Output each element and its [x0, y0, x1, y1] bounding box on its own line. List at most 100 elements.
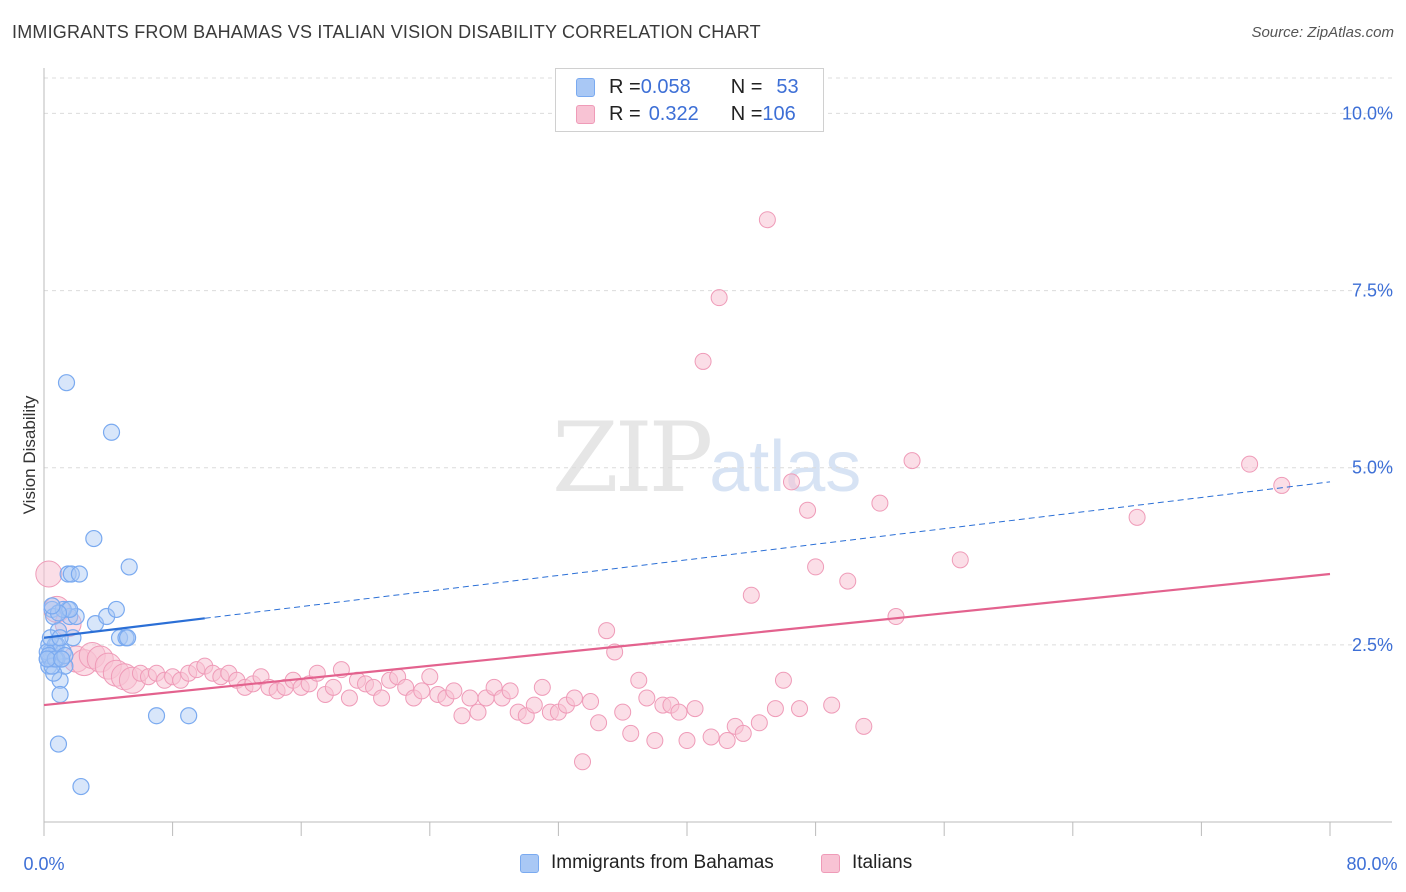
italians-point [734, 724, 752, 742]
italians-point [614, 703, 632, 721]
italians-point [461, 689, 479, 707]
bahamas-point [45, 664, 63, 682]
bahamas-point [120, 558, 138, 576]
x-tick-label: 0.0% [23, 854, 64, 874]
italians-point [782, 473, 800, 491]
italians-point [421, 668, 439, 686]
bahamas-point [61, 607, 79, 626]
bahamas-point [49, 735, 68, 753]
italians-point [855, 717, 873, 735]
italians-point [887, 608, 905, 626]
bahamas-point [43, 597, 61, 615]
italians-point [702, 728, 720, 746]
y-tick-label: 2.5% [1352, 635, 1393, 655]
legend-r-label: R = [609, 75, 641, 98]
bahamas-trend-line-dashed [204, 481, 1331, 619]
italians-point [533, 678, 551, 696]
legend-row-italians: R = 0.322 N = 106 [576, 102, 796, 126]
italians-point [373, 689, 391, 707]
legend-n-value: 106 [762, 102, 796, 125]
italians-trend-line [43, 572, 1331, 707]
italians-point [1273, 476, 1291, 494]
bahamas-point [147, 707, 166, 725]
italians-point [871, 494, 889, 512]
italians-point [646, 732, 664, 750]
italians-point [324, 678, 342, 696]
italians-point [766, 700, 784, 718]
italians-point [710, 289, 728, 307]
italians-point [694, 352, 712, 370]
bahamas-point [118, 629, 137, 647]
bahamas-point [38, 650, 56, 668]
italians-point [35, 560, 63, 588]
bahamas-point [72, 777, 90, 796]
italians-point [445, 682, 463, 700]
bahamas-point [180, 707, 198, 725]
italians-point [750, 714, 768, 732]
italians-point [791, 700, 809, 718]
italians-point [718, 732, 736, 750]
bahamas-point [70, 565, 88, 583]
italians-point [774, 671, 792, 689]
bottom-legend-italians[interactable]: Italians [821, 852, 912, 874]
italians-point [525, 696, 543, 714]
bottom-legend-label: Italians [852, 852, 913, 873]
italians-point [686, 700, 704, 718]
italians-point [903, 452, 921, 470]
italians-point [453, 707, 471, 725]
bahamas-point [53, 650, 71, 668]
italians-point [413, 682, 431, 700]
bottom-legend-bahamas[interactable]: Immigrants from Bahamas [520, 852, 774, 874]
bahamas-point [49, 604, 68, 622]
italians-point [590, 714, 608, 732]
italians-point [582, 693, 600, 711]
y-tick-label: 5.0% [1352, 458, 1393, 478]
italians-point [807, 558, 825, 576]
legend-r-label: R = [609, 102, 641, 125]
y-tick-label: 7.5% [1352, 281, 1393, 301]
bahamas-point [57, 374, 76, 392]
bottom-legend-label: Immigrants from Bahamas [551, 852, 774, 873]
italians-point [340, 689, 358, 707]
italians-point [758, 211, 776, 229]
italians-point [670, 703, 688, 721]
italians-point [951, 551, 969, 569]
italians-point [1241, 455, 1259, 473]
legend-swatch-blue [576, 77, 595, 97]
legend-r-value: 0.322 [648, 102, 699, 125]
bahamas-point [107, 600, 125, 619]
italians-point [574, 753, 592, 771]
italians-point [598, 622, 616, 640]
bahamas-trend-line-solid [43, 617, 205, 639]
x-tick-label: 80.0% [1346, 854, 1397, 874]
italians-point [823, 696, 841, 714]
italians-point [678, 732, 696, 750]
italians-point [469, 703, 487, 721]
legend-n-value: 53 [776, 75, 799, 98]
bottom-legend-swatch-pink [821, 853, 840, 873]
italians-point [799, 501, 817, 519]
italians-point [638, 689, 656, 707]
watermark-zip: ZIP [552, 402, 713, 514]
chart-title: IMMIGRANTS FROM BAHAMAS VS ITALIAN VISIO… [12, 22, 761, 42]
watermark: ZIPatlas [552, 402, 861, 514]
legend-swatch-pink [576, 104, 595, 124]
legend-n-label: N = [730, 102, 763, 125]
correlation-legend: R = 0.058 N = 53 R = 0.322 N = 106 [555, 68, 824, 132]
bahamas-point [51, 629, 69, 647]
bahamas-point [98, 607, 116, 626]
italians-point [630, 671, 648, 689]
italians-point [565, 689, 583, 707]
legend-row-bahamas: R = 0.058 N = 53 [576, 75, 799, 99]
legend-r-value: 0.058 [640, 75, 691, 98]
bahamas-point [85, 529, 103, 548]
italians-point [501, 682, 519, 700]
italians-point [622, 724, 640, 742]
bahamas-point [61, 600, 79, 619]
source-credit: Source: ZipAtlas.com [1251, 24, 1394, 41]
y-tick-label: 10.0% [1342, 103, 1393, 123]
bahamas-point [51, 685, 69, 704]
bahamas-point [102, 423, 121, 441]
italians-point [1128, 508, 1146, 526]
